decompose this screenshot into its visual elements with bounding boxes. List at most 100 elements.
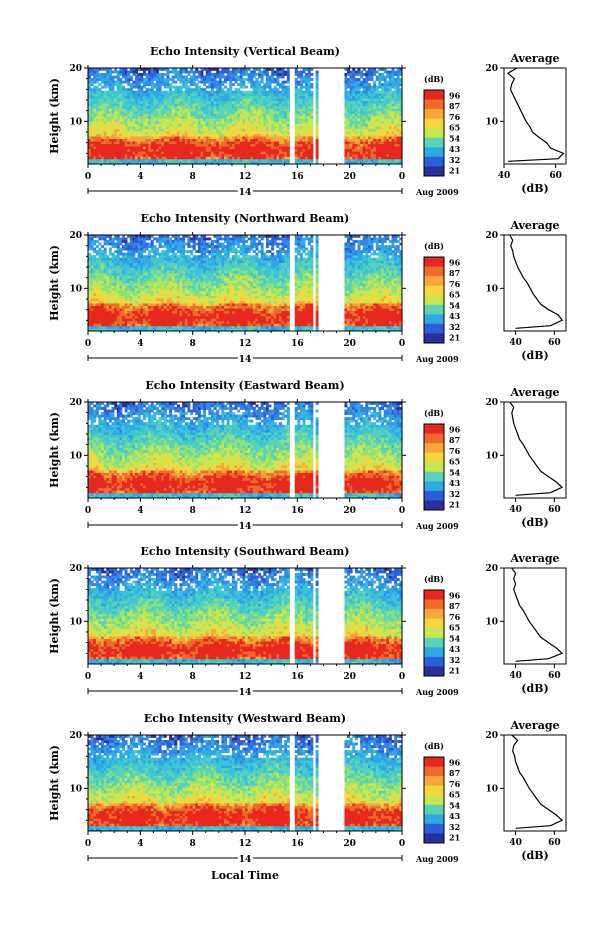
heatmap-cell [122, 116, 125, 119]
heatmap-cell [268, 88, 272, 92]
heatmap-cell [124, 103, 128, 107]
heatmap-cell [297, 108, 301, 112]
heatmap-cell [344, 116, 348, 119]
heatmap-cell [93, 285, 97, 289]
heatmap-cell [344, 143, 348, 147]
heatmap-cell [216, 146, 220, 150]
heatmap-cell [148, 75, 152, 79]
heatmap-cell [169, 153, 173, 157]
heatmap-cell [124, 288, 128, 291]
heatmap-cell [148, 300, 152, 304]
heatmap-cell [273, 158, 277, 162]
heatmap-cell [268, 105, 272, 109]
heatmap-cell [101, 90, 104, 94]
heatmap-cell [226, 128, 230, 132]
heatmap-cell [119, 315, 123, 319]
heatmap-cell [132, 275, 136, 279]
heatmap-cell [386, 153, 390, 157]
heatmap-cell [297, 123, 301, 127]
heatmap-cell [148, 95, 152, 99]
heatmap-cell [163, 85, 167, 89]
heatmap-cell [101, 237, 104, 241]
heatmap-cell [250, 98, 254, 102]
heatmap-cell [182, 158, 186, 162]
heatmap-cell [281, 151, 285, 155]
heatmap-cell [124, 283, 128, 286]
heatmap-cell [129, 108, 133, 112]
heatmap-cell [381, 78, 384, 81]
heatmap-cell [101, 283, 104, 286]
heatmap-cell [216, 153, 220, 157]
heatmap-cell [108, 110, 112, 114]
heatmap-cell [258, 118, 261, 122]
heatmap-cell [129, 123, 133, 127]
heatmap-cell [354, 143, 358, 147]
heatmap-cell [111, 285, 115, 289]
heatmap-cell [114, 123, 118, 127]
heatmap-cell [255, 85, 259, 89]
heatmap-cell [200, 146, 204, 150]
heatmap-cell [234, 113, 238, 117]
heatmap-cell [365, 100, 369, 104]
heatmap-cell [171, 85, 175, 89]
heatmap-cell [158, 318, 162, 322]
heatmap-cell [247, 78, 251, 81]
heatmap-cell [179, 158, 183, 162]
heatmap-cell [234, 128, 238, 132]
heatmap-cell [273, 128, 277, 132]
heatmap-cell [224, 78, 227, 81]
heatmap-cell [182, 85, 186, 89]
heatmap-cell [148, 235, 152, 238]
heatmap-cell [197, 136, 201, 140]
heatmap-cell [205, 158, 209, 162]
heatmap-cell [200, 123, 204, 127]
heatmap-cell [383, 153, 387, 157]
heatmap-cell [88, 240, 91, 243]
heatmap-cell [156, 318, 159, 322]
heatmap-cell [399, 148, 403, 152]
heatmap-cell [132, 108, 136, 112]
heatmap-cell [192, 118, 196, 122]
heatmap-cell [140, 280, 144, 284]
heatmap-cell [375, 105, 379, 109]
heatmap-cell [98, 110, 102, 114]
heatmap-cell [140, 267, 144, 271]
heatmap-cell [367, 88, 371, 92]
heatmap-cell [231, 108, 235, 112]
heatmap-cell [276, 118, 280, 122]
heatmap-cell [116, 252, 120, 256]
heatmap-cell [135, 121, 139, 124]
heatmap-cell [383, 123, 387, 127]
heatmap-cell [229, 113, 233, 117]
heatmap-cell [153, 277, 157, 281]
heatmap-cell [286, 133, 290, 137]
heatmap-cell [90, 295, 94, 299]
heatmap-cell [114, 298, 118, 301]
heatmap-cell [90, 240, 94, 243]
heatmap-cell [150, 90, 154, 94]
heatmap-cell [386, 75, 390, 79]
heatmap-cell [399, 113, 403, 117]
heatmap-cell [388, 156, 392, 160]
heatmap-cell [174, 131, 178, 134]
heatmap-cell [140, 73, 144, 76]
heatmap-cell [95, 93, 99, 97]
heatmap-cell [184, 80, 188, 84]
heatmap-cell [158, 235, 162, 238]
heatmap-cell [250, 138, 254, 142]
heatmap-cell [255, 128, 259, 132]
heatmap-cell [145, 308, 149, 312]
heatmap-cell [247, 113, 251, 117]
heatmap-cell [166, 70, 170, 74]
heatmap-cell [357, 151, 361, 155]
heatmap-cell [156, 68, 159, 71]
heatmap-cell [108, 303, 112, 307]
heatmap-cell [171, 126, 175, 129]
heatmap-cell [370, 128, 374, 132]
heatmap-cell [365, 113, 369, 117]
heatmap-cell [124, 325, 128, 329]
heatmap-cell [305, 121, 309, 124]
heatmap-cell [344, 100, 348, 104]
heatmap-cell [150, 242, 154, 246]
heatmap-cell [156, 75, 159, 79]
